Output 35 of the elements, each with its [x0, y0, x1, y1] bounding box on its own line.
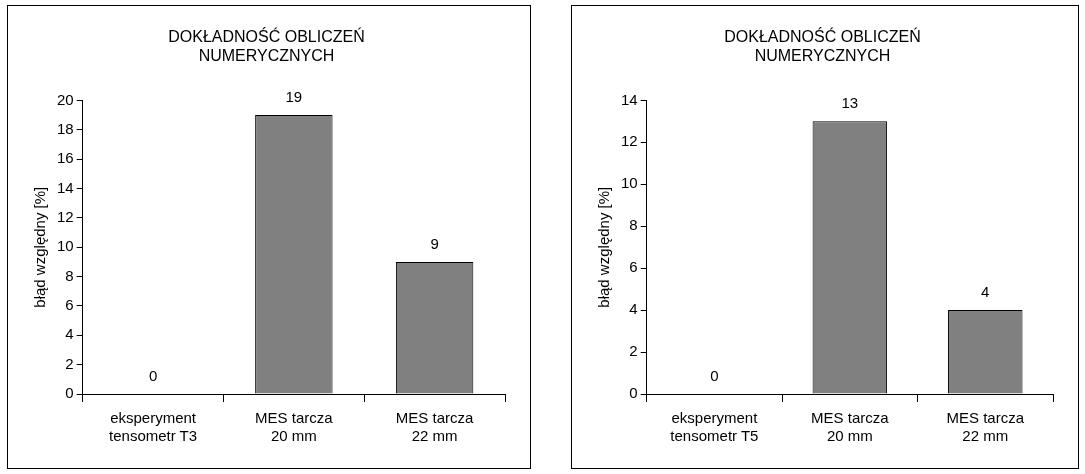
y-tick-label: 18: [57, 119, 74, 137]
data-label: 0: [148, 366, 158, 384]
data-label: 19: [285, 87, 303, 105]
y-tick-label: 8: [65, 266, 74, 284]
y-tick-label: 4: [629, 300, 638, 318]
y-tick-label: 0: [65, 384, 74, 402]
x-tick-label: MES tarcza 22 mm: [946, 409, 1025, 445]
chart-title: DOKŁADNOŚĆ OBLICZEŃ NUMERYCZNYCH: [724, 27, 921, 65]
y-tick-label: 8: [629, 216, 638, 234]
y-tick-label: 6: [629, 258, 638, 276]
y-tick-label: 2: [65, 354, 74, 372]
x-tick-label: MES tarcza 20 mm: [255, 409, 334, 445]
y-tick-label: 2: [629, 342, 638, 360]
chart-title: DOKŁADNOŚĆ OBLICZEŃ NUMERYCZNYCH: [168, 27, 365, 65]
data-label: 9: [430, 234, 439, 252]
y-axis-title: błąd względny [%]: [595, 186, 613, 308]
x-tick-label: MES tarcza 22 mm: [395, 409, 475, 445]
y-axis-title: błąd względny [%]: [31, 186, 49, 308]
y-tick-label: 10: [621, 174, 638, 192]
x-tick-label: MES tarcza 20 mm: [811, 409, 890, 445]
y-tick-label: 16: [57, 149, 74, 167]
y-tick-label: 12: [621, 132, 638, 150]
x-tick-label: eksperyment tensometr T5: [670, 409, 759, 445]
data-label: 4: [981, 282, 990, 300]
y-tick-label: 12: [57, 207, 74, 225]
y-tick-label: 6: [65, 296, 74, 314]
y-tick-label: 0: [629, 384, 638, 402]
y-tick-label: 20: [57, 90, 74, 108]
y-tick-label: 4: [65, 325, 74, 343]
x-tick-label: eksperyment tensometr T3: [109, 409, 198, 445]
y-tick-label: 14: [621, 90, 638, 108]
y-tick-label: 14: [57, 178, 74, 196]
data-label: 13: [841, 94, 859, 112]
y-tick-label: 10: [57, 237, 74, 255]
data-label: 0: [710, 366, 719, 384]
